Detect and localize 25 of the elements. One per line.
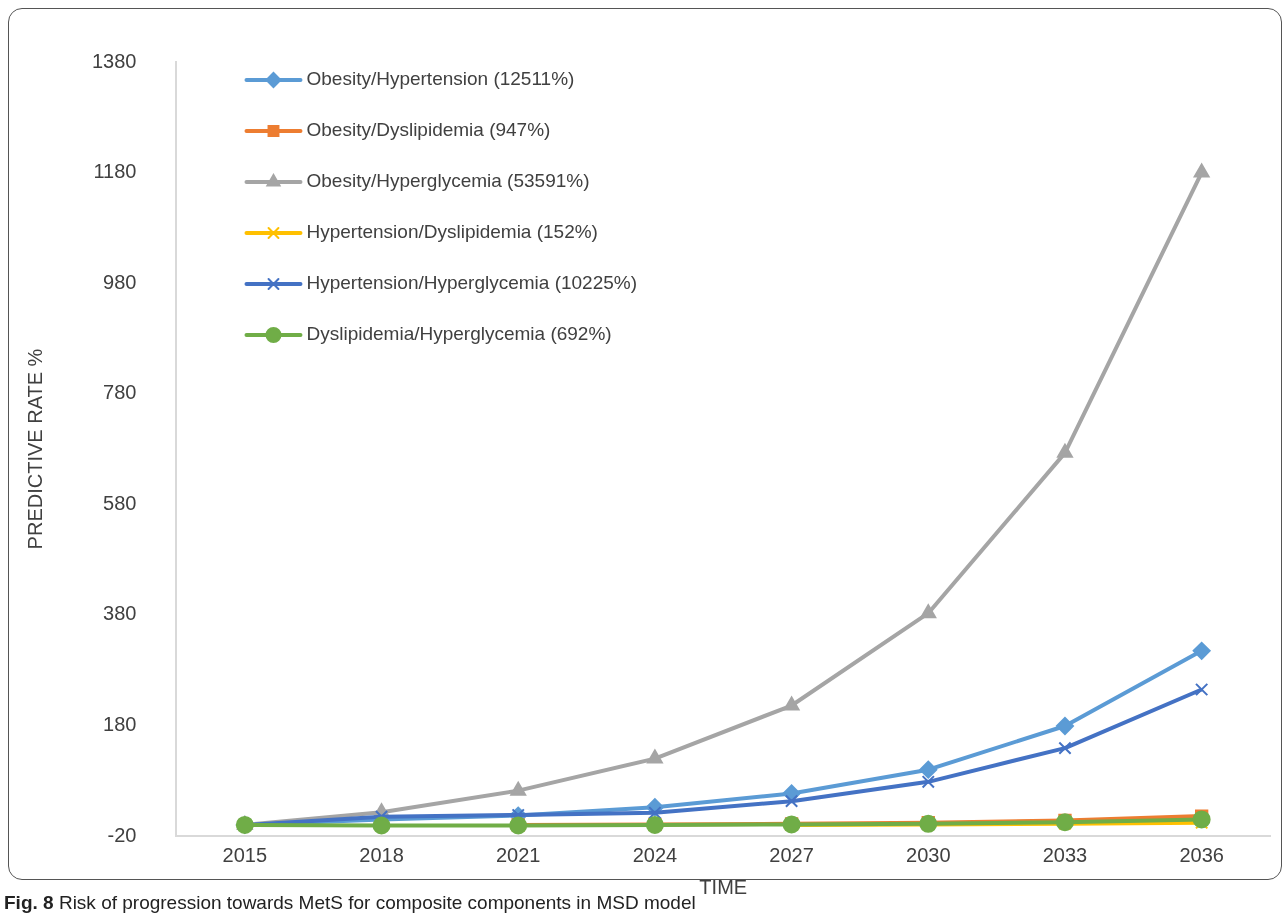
legend-label: Hypertension/Dyslipidemia (152%) — [306, 221, 598, 243]
x-tick-label: 2018 — [359, 843, 404, 866]
x-tick-label: 2030 — [906, 843, 951, 866]
y-tick-label: 580 — [103, 491, 137, 514]
legend-label: Obesity/Hyperglycemia (53591%) — [306, 170, 590, 192]
caption: Fig. 8 Risk of progression towards MetS for composite components in MSD model — [4, 892, 696, 914]
y-tick-label: 380 — [103, 602, 137, 625]
y-axis-title: PREDICTIVE RATE % — [23, 348, 46, 550]
legend-label: Dyslipidemia/Hyperglycemia (692%) — [306, 323, 612, 345]
x-tick-label: 2015 — [222, 843, 268, 866]
x-tick-label: 2027 — [769, 843, 814, 866]
y-tick-label: -20 — [107, 823, 137, 846]
legend-label: Obesity/Hypertension (12511%) — [306, 68, 575, 90]
y-tick-label: 180 — [103, 712, 137, 735]
x-axis-title: TIME — [699, 875, 748, 898]
legend-label: Hypertension/Hyperglycemia (10225%) — [306, 272, 638, 294]
x-tick-label: 2024 — [632, 843, 678, 866]
y-tick-label: 1180 — [93, 160, 137, 183]
legend-label: Obesity/Dyslipidemia (947%) — [306, 119, 551, 141]
y-tick-label: 780 — [103, 381, 137, 404]
y-tick-label: 1380 — [91, 49, 137, 72]
y-tick-label: 980 — [103, 270, 137, 293]
x-tick-label: 2033 — [1042, 843, 1088, 866]
x-tick-label: 2036 — [1179, 843, 1224, 866]
x-tick-label: 2021 — [495, 843, 541, 866]
